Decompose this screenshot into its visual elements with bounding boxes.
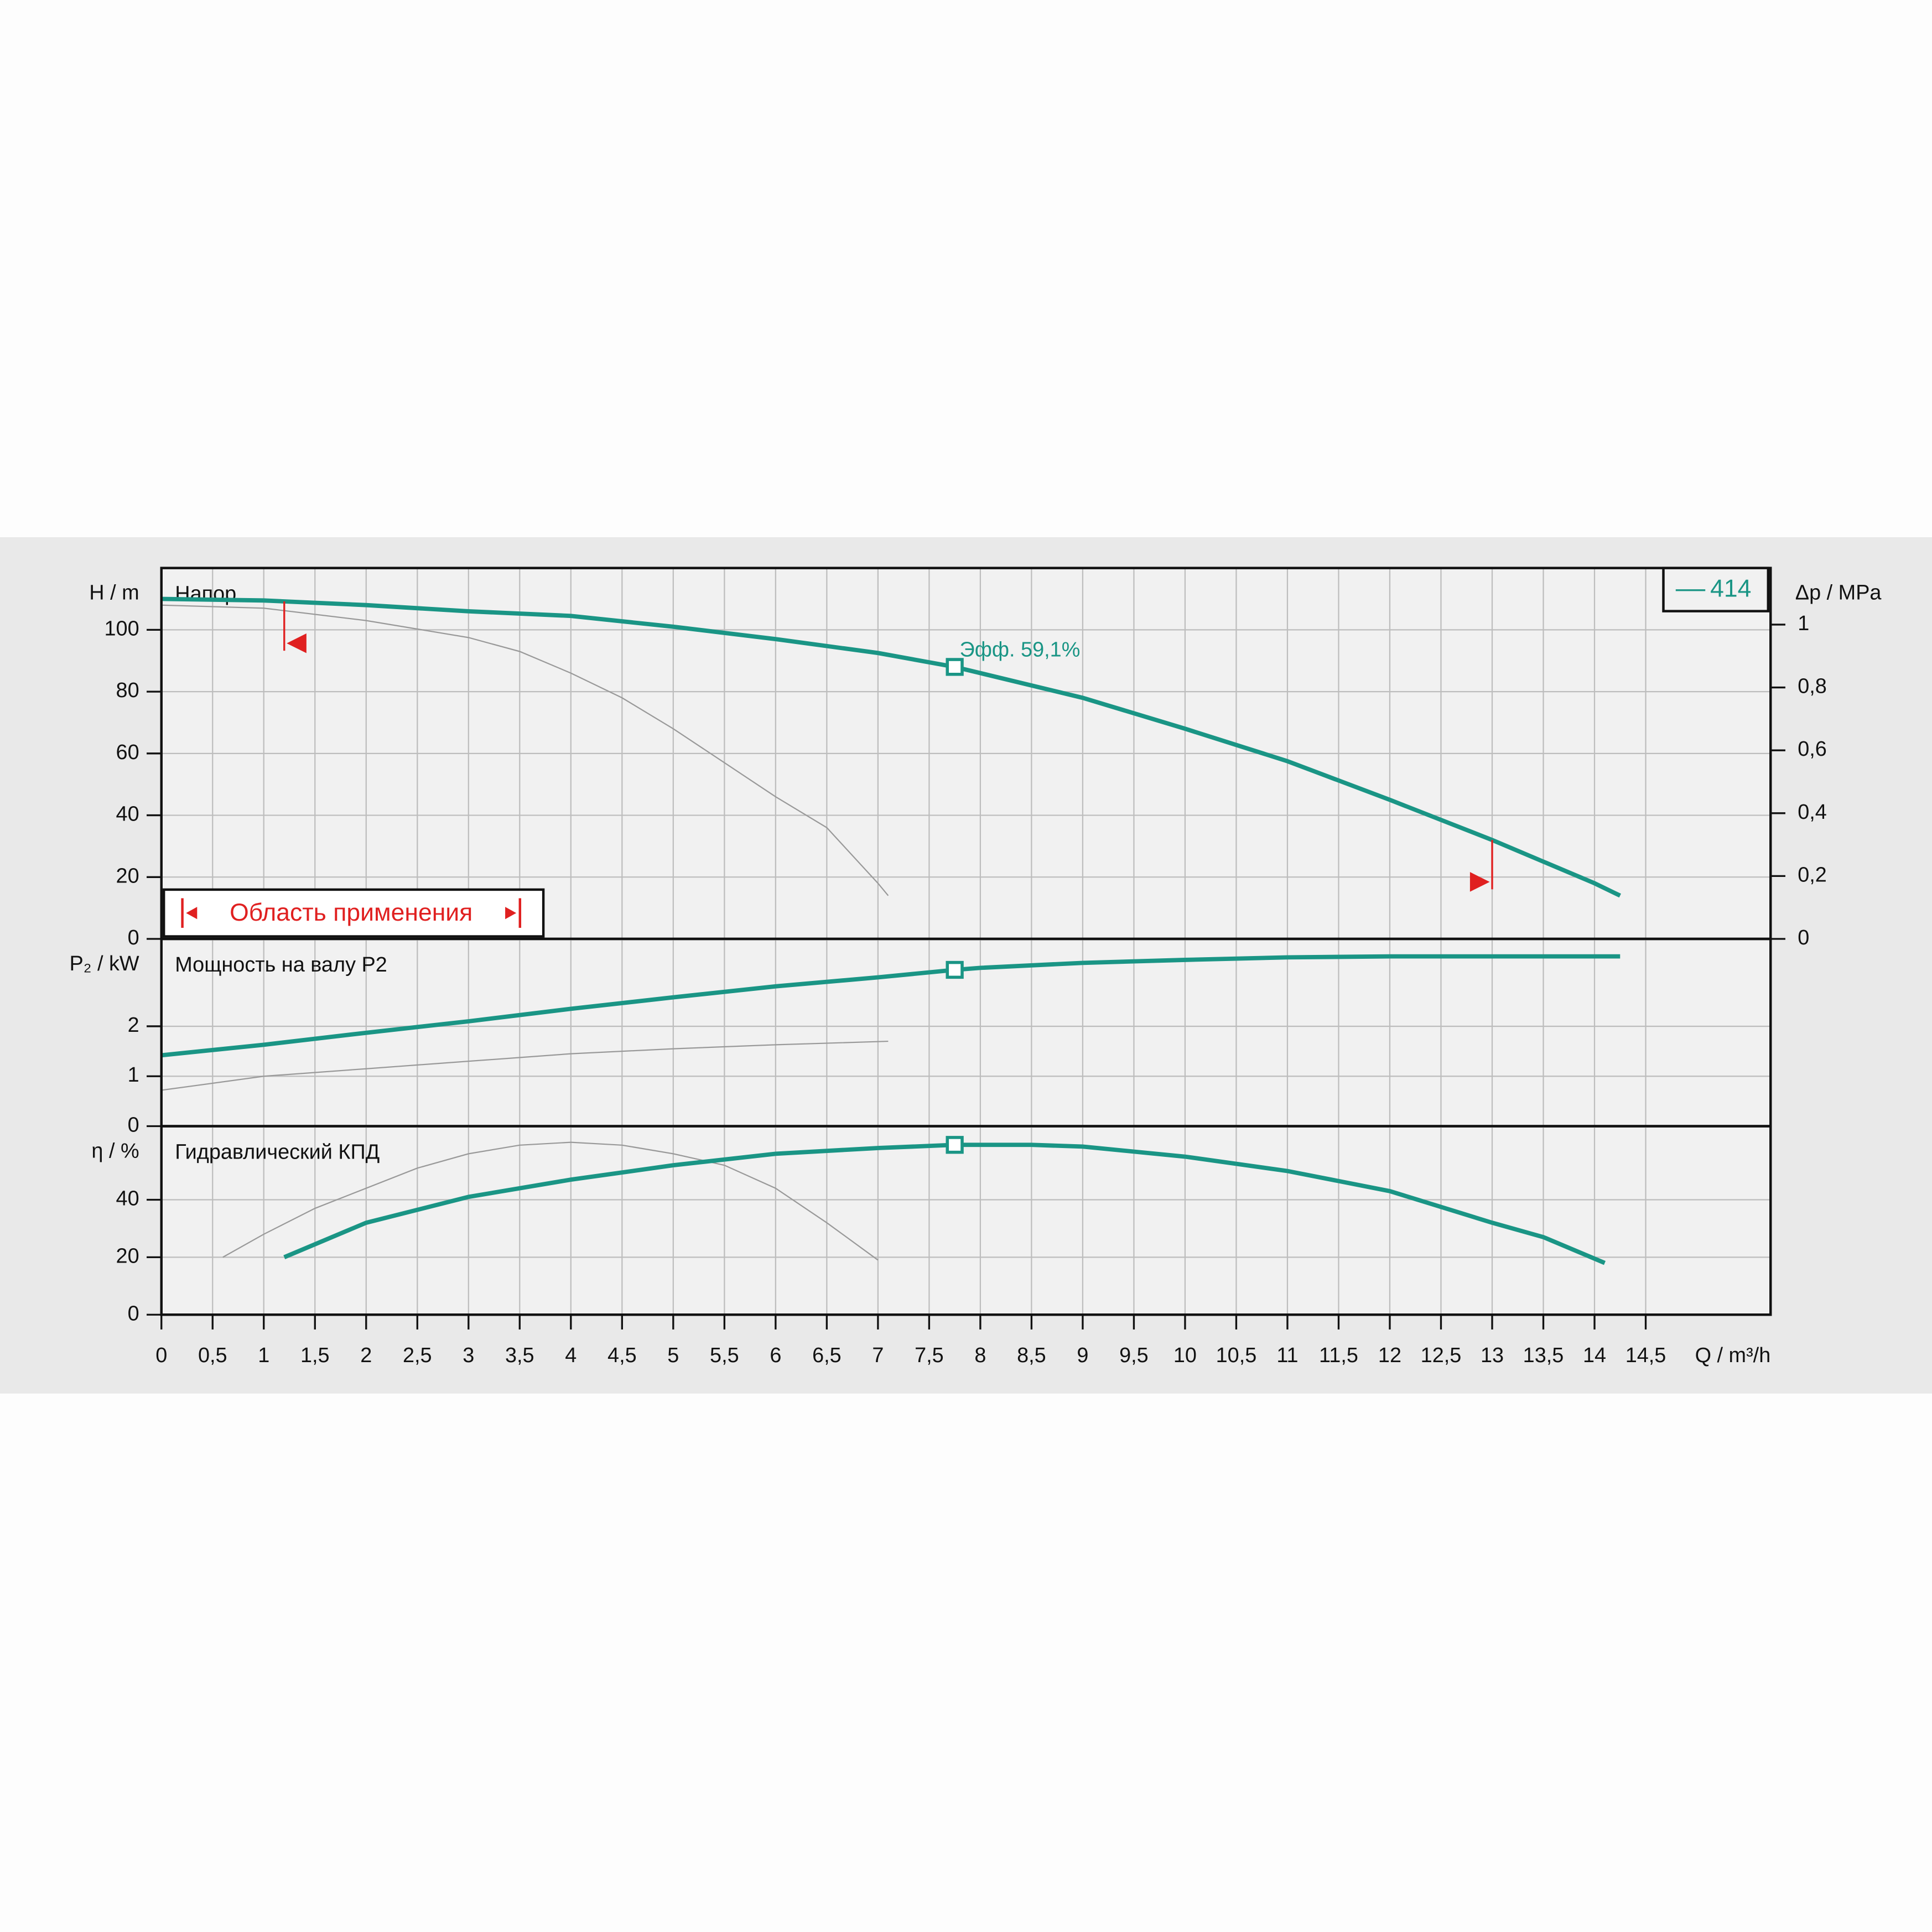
y-tick-label: 0 bbox=[128, 926, 139, 949]
plot-area bbox=[161, 568, 1771, 1315]
y2-tick-label: 1 bbox=[1798, 612, 1809, 635]
range-bar-arrow bbox=[186, 907, 198, 920]
x-tick-label: 8 bbox=[974, 1344, 986, 1367]
y-tick-label: 60 bbox=[116, 741, 139, 764]
x-tick-label: 2,5 bbox=[403, 1344, 432, 1367]
range-arrow bbox=[287, 633, 307, 653]
y-axis-label: P₂ / kW bbox=[70, 952, 139, 975]
y2-tick-label: 0 bbox=[1798, 926, 1809, 949]
series-line bbox=[161, 604, 889, 896]
series-line bbox=[161, 1040, 889, 1091]
y-tick-label: 100 bbox=[104, 617, 139, 640]
legend-label: 414 bbox=[1710, 575, 1751, 603]
x-tick-label: 7,5 bbox=[915, 1344, 944, 1367]
x-tick-label: 10,5 bbox=[1216, 1344, 1257, 1367]
y2-tick-label: 0,8 bbox=[1798, 675, 1827, 698]
y-tick-label: 1 bbox=[128, 1063, 139, 1087]
efficiency-annotation: Эфф. 59,1% bbox=[960, 638, 1081, 661]
x-tick-label: 0,5 bbox=[198, 1344, 227, 1367]
x-tick-label: 14 bbox=[1583, 1344, 1606, 1367]
duty-point bbox=[946, 960, 964, 979]
y-tick-label: 20 bbox=[116, 864, 139, 887]
y-axis-label: H / m bbox=[89, 581, 139, 604]
x-tick-label: 0 bbox=[155, 1344, 167, 1367]
x-tick-label: 6 bbox=[770, 1344, 781, 1367]
y2-tick-label: 0,6 bbox=[1798, 738, 1827, 761]
range-label: Область применения bbox=[230, 899, 472, 926]
x-tick-label: 1,5 bbox=[300, 1344, 330, 1367]
x-tick-label: 1 bbox=[258, 1344, 269, 1367]
y-tick-label: 0 bbox=[128, 1114, 139, 1137]
y2-axis-label: Δp / MPa bbox=[1795, 581, 1882, 604]
y-tick-label: 40 bbox=[116, 1187, 139, 1210]
y2-tick-label: 0,2 bbox=[1798, 863, 1827, 886]
x-tick-label: 2 bbox=[360, 1344, 372, 1367]
x-tick-label: 9 bbox=[1077, 1344, 1088, 1367]
series-line bbox=[283, 1142, 1606, 1265]
y-tick-label: 0 bbox=[128, 1302, 139, 1325]
series-line bbox=[222, 1141, 879, 1261]
panel-title: Мощность на валу P2 bbox=[175, 953, 387, 977]
x-axis-label: Q / m³/h bbox=[1695, 1344, 1771, 1367]
duty-point bbox=[946, 1136, 964, 1154]
x-tick-label: 7 bbox=[872, 1344, 884, 1367]
x-tick-label: 12,5 bbox=[1421, 1344, 1462, 1367]
panel-title: Гидравлический КПД bbox=[175, 1141, 380, 1164]
x-tick-label: 6,5 bbox=[812, 1344, 842, 1367]
range-box bbox=[162, 888, 545, 938]
x-tick-label: 5 bbox=[667, 1344, 679, 1367]
x-tick-label: 13 bbox=[1481, 1344, 1504, 1367]
x-tick-label: 3 bbox=[463, 1344, 474, 1367]
range-bar-arrow bbox=[505, 907, 517, 920]
duty-point bbox=[946, 658, 964, 676]
x-tick-label: 10 bbox=[1173, 1344, 1197, 1367]
x-tick-label: 4,5 bbox=[607, 1344, 637, 1367]
x-tick-label: 11,5 bbox=[1319, 1344, 1358, 1367]
x-tick-label: 14,5 bbox=[1625, 1344, 1666, 1367]
panel-title: Напор bbox=[175, 583, 236, 606]
y-tick-label: 2 bbox=[128, 1014, 139, 1037]
panel-frame bbox=[160, 1125, 1772, 1316]
x-tick-label: 8,5 bbox=[1017, 1344, 1046, 1367]
x-tick-label: 12 bbox=[1378, 1344, 1401, 1367]
x-tick-label: 13,5 bbox=[1523, 1344, 1564, 1367]
x-tick-label: 11 bbox=[1276, 1344, 1298, 1367]
x-tick-label: 4 bbox=[565, 1344, 577, 1367]
y-tick-label: 80 bbox=[116, 679, 139, 702]
y-tick-label: 20 bbox=[116, 1244, 139, 1268]
x-tick-label: 5,5 bbox=[710, 1344, 739, 1367]
y-tick-label: 40 bbox=[116, 803, 139, 826]
range-arrow bbox=[1469, 872, 1490, 892]
y-axis-label: η / % bbox=[91, 1139, 139, 1162]
series-line bbox=[161, 954, 1621, 1058]
x-tick-label: 9,5 bbox=[1119, 1344, 1149, 1367]
x-tick-label: 3,5 bbox=[505, 1344, 534, 1367]
y2-tick-label: 0,4 bbox=[1798, 801, 1827, 824]
